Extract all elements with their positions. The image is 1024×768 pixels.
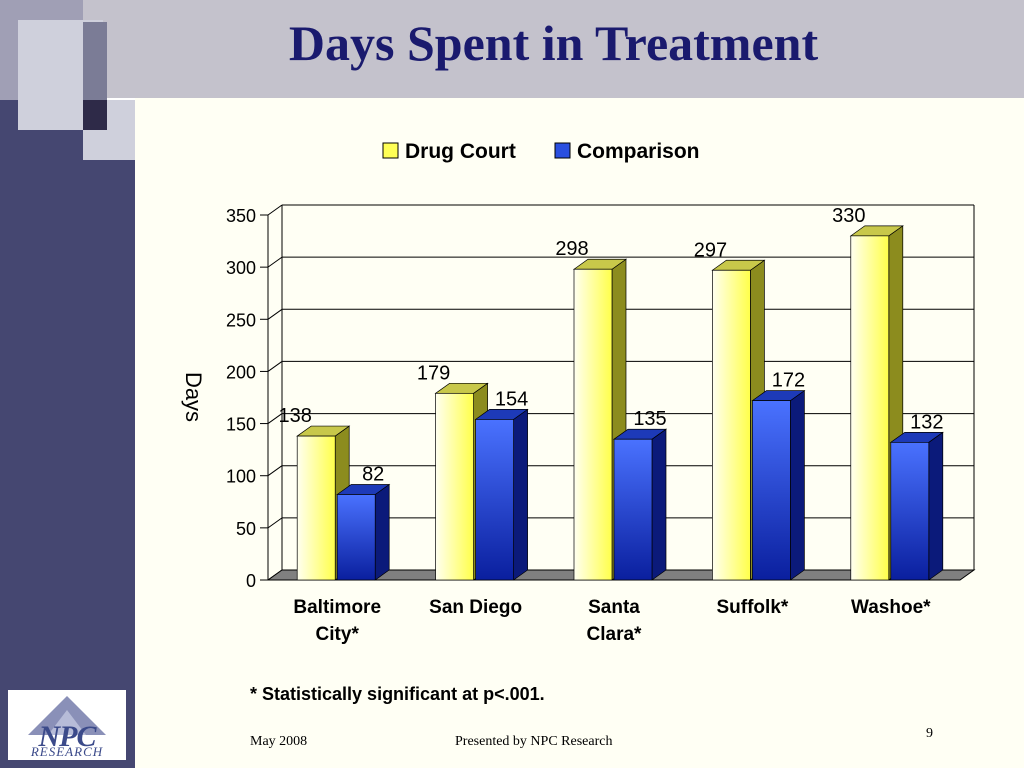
x-tick-label: Baltimore	[293, 597, 381, 618]
page-number: 9	[926, 726, 933, 741]
x-tick-label: San Diego	[429, 597, 522, 618]
x-tick-label: City*	[316, 624, 360, 645]
data-label-comparison: 135	[633, 408, 666, 430]
logo-mountain-icon	[28, 696, 106, 735]
gridline-side	[267, 465, 283, 477]
bar-drug-court	[573, 268, 613, 581]
left-band	[0, 100, 135, 768]
gridline-side	[267, 517, 283, 529]
y-tick-label: 200	[226, 362, 256, 382]
bar-comparison	[336, 494, 376, 581]
bar-comparison	[752, 400, 791, 581]
y-tick-label: 150	[226, 415, 256, 435]
y-tick-label: 300	[226, 258, 256, 278]
decor-square	[107, 100, 135, 160]
bar-side-comparison	[790, 389, 805, 581]
bar-drug-court	[712, 269, 751, 581]
gridline-side	[267, 413, 283, 424]
bar-comparison	[890, 441, 930, 581]
gridline-side	[267, 308, 283, 320]
legend-label: Comparison	[577, 140, 700, 163]
y-tick-label: 100	[226, 467, 256, 487]
x-tick-label: Clara*	[587, 624, 643, 645]
bar-drug-court	[435, 392, 474, 581]
gridline-side	[267, 361, 283, 372]
y-axis-label: Days	[181, 372, 206, 422]
logo-subtext: RESEARCH	[30, 744, 104, 759]
y-tick-label: 350	[226, 206, 256, 226]
bar-side-comparison	[374, 483, 390, 581]
gridline-side	[267, 256, 283, 268]
data-label-comparison: 132	[910, 411, 943, 433]
y-tick-label: 0	[246, 571, 256, 591]
x-tick-label: Santa	[588, 597, 640, 618]
decor-square	[83, 100, 107, 130]
decor-square	[83, 22, 107, 100]
bar-drug-court	[850, 235, 890, 581]
y-tick-label: 250	[226, 310, 256, 330]
bar-side-comparison	[513, 408, 528, 581]
bar-side-comparison	[928, 431, 944, 581]
data-label-comparison: 172	[772, 370, 805, 392]
decor-square	[83, 130, 107, 160]
bar-side-comparison	[651, 428, 667, 581]
footnote: * Statistically significant at p<.001.	[250, 684, 545, 704]
data-label-comparison: 154	[495, 388, 528, 410]
data-label-drug-court: 138	[279, 405, 312, 427]
data-label-drug-court: 298	[555, 238, 588, 260]
logo-text: NPC	[38, 720, 97, 753]
x-tick-label: Suffolk*	[717, 597, 789, 618]
gridline-side	[267, 204, 283, 216]
footer-presenter: Presented by NPC Research	[455, 734, 613, 749]
legend-swatch-drug-court	[382, 142, 399, 159]
bar-comparison	[613, 438, 653, 581]
x-tick-label: Washoe*	[851, 597, 931, 618]
data-label-drug-court: 297	[694, 239, 727, 261]
footer-date: May 2008	[250, 734, 308, 749]
legend-swatch-comparison	[554, 142, 571, 159]
title-band	[83, 0, 1024, 98]
bar-drug-court	[296, 435, 336, 581]
bar-comparison	[475, 419, 514, 581]
y-tick-label: 50	[236, 519, 256, 539]
slide-title: Days Spent in Treatment	[288, 15, 819, 71]
legend-label: Drug Court	[405, 140, 516, 163]
data-label-comparison: 82	[362, 463, 384, 485]
data-label-drug-court: 330	[832, 205, 865, 227]
data-label-drug-court: 179	[417, 362, 450, 384]
npc-logo: NPC RESEARCH	[8, 690, 126, 760]
